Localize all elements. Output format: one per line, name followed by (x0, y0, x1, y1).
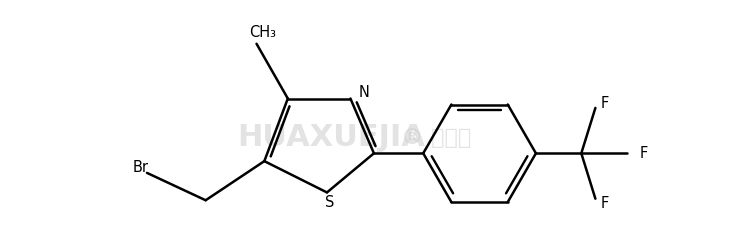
Text: ® 化学加: ® 化学加 (401, 128, 471, 148)
Text: F: F (601, 96, 609, 111)
Text: S: S (326, 195, 334, 210)
Text: Br: Br (132, 160, 149, 175)
Text: F: F (601, 196, 609, 211)
Text: HUAXUEJIA: HUAXUEJIA (237, 123, 425, 152)
Text: F: F (640, 146, 648, 161)
Text: CH₃: CH₃ (249, 25, 276, 40)
Text: N: N (358, 85, 369, 100)
